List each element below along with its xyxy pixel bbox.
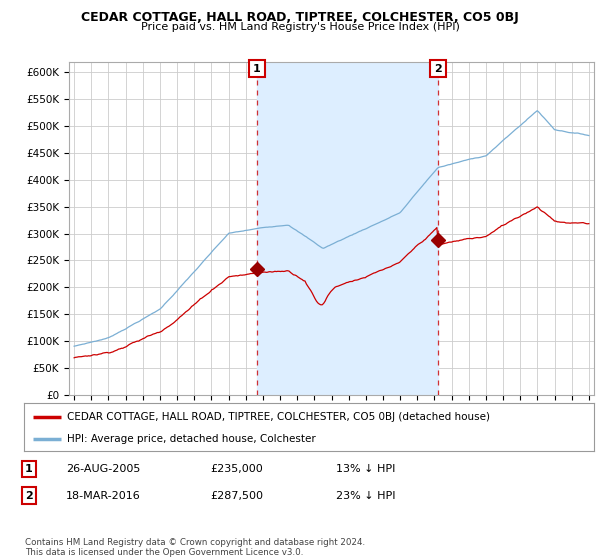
Text: Contains HM Land Registry data © Crown copyright and database right 2024.
This d: Contains HM Land Registry data © Crown c…	[25, 538, 365, 557]
Bar	[257, 62, 438, 395]
Text: 23% ↓ HPI: 23% ↓ HPI	[336, 491, 395, 501]
Text: CEDAR COTTAGE, HALL ROAD, TIPTREE, COLCHESTER, CO5 0BJ (detached house): CEDAR COTTAGE, HALL ROAD, TIPTREE, COLCH…	[67, 412, 490, 422]
Text: 26-AUG-2005: 26-AUG-2005	[66, 464, 140, 474]
Text: Price paid vs. HM Land Registry's House Price Index (HPI): Price paid vs. HM Land Registry's House …	[140, 22, 460, 32]
Text: CEDAR COTTAGE, HALL ROAD, TIPTREE, COLCHESTER, CO5 0BJ: CEDAR COTTAGE, HALL ROAD, TIPTREE, COLCH…	[81, 11, 519, 24]
Text: 2: 2	[434, 64, 442, 73]
Text: 1: 1	[253, 64, 261, 73]
Text: 18-MAR-2016: 18-MAR-2016	[66, 491, 141, 501]
Text: HPI: Average price, detached house, Colchester: HPI: Average price, detached house, Colc…	[67, 434, 316, 444]
Text: £235,000: £235,000	[210, 464, 263, 474]
Text: 1: 1	[25, 464, 32, 474]
Text: 13% ↓ HPI: 13% ↓ HPI	[336, 464, 395, 474]
Text: £287,500: £287,500	[210, 491, 263, 501]
Text: 2: 2	[25, 491, 32, 501]
